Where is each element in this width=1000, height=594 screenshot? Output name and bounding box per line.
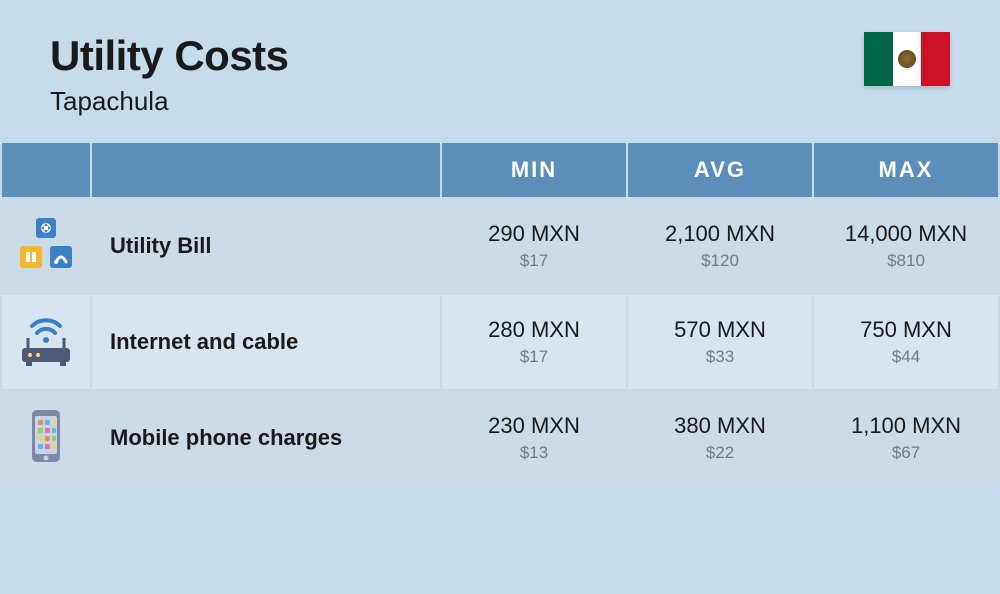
title-block: Utility Costs Tapachula (50, 32, 289, 117)
local-value: 14,000 MXN (824, 221, 988, 247)
cell-min: 290 MXN $17 (441, 198, 627, 294)
local-value: 290 MXN (452, 221, 616, 247)
local-value: 280 MXN (452, 317, 616, 343)
table-row: Utility Bill 290 MXN $17 2,100 MXN $120 … (1, 198, 999, 294)
header: Utility Costs Tapachula (0, 0, 1000, 141)
usd-value: $120 (638, 251, 802, 271)
mexico-flag-icon (864, 32, 950, 86)
row-label: Internet and cable (91, 294, 441, 390)
table-row: Internet and cable 280 MXN $17 570 MXN $… (1, 294, 999, 390)
row-label: Utility Bill (91, 198, 441, 294)
cell-avg: 570 MXN $33 (627, 294, 813, 390)
usd-value: $67 (824, 443, 988, 463)
usd-value: $810 (824, 251, 988, 271)
usd-value: $33 (638, 347, 802, 367)
header-max: MAX (813, 142, 999, 198)
usd-value: $17 (452, 347, 616, 367)
cell-max: 750 MXN $44 (813, 294, 999, 390)
table-row: Mobile phone charges 230 MXN $13 380 MXN… (1, 390, 999, 486)
cell-max: 14,000 MXN $810 (813, 198, 999, 294)
phone-icon (1, 390, 91, 486)
header-label-col (91, 142, 441, 198)
usd-value: $22 (638, 443, 802, 463)
router-icon (1, 294, 91, 390)
row-label: Mobile phone charges (91, 390, 441, 486)
costs-table: MIN AVG MAX Utility Bill 290 MXN $17 2,1… (0, 141, 1000, 487)
page-subtitle: Tapachula (50, 86, 289, 117)
page-title: Utility Costs (50, 32, 289, 80)
header-icon-col (1, 142, 91, 198)
cell-min: 230 MXN $13 (441, 390, 627, 486)
usd-value: $17 (452, 251, 616, 271)
cell-max: 1,100 MXN $67 (813, 390, 999, 486)
local-value: 1,100 MXN (824, 413, 988, 439)
local-value: 750 MXN (824, 317, 988, 343)
cell-avg: 380 MXN $22 (627, 390, 813, 486)
header-min: MIN (441, 142, 627, 198)
usd-value: $44 (824, 347, 988, 367)
cell-min: 280 MXN $17 (441, 294, 627, 390)
table-header-row: MIN AVG MAX (1, 142, 999, 198)
local-value: 380 MXN (638, 413, 802, 439)
local-value: 2,100 MXN (638, 221, 802, 247)
local-value: 570 MXN (638, 317, 802, 343)
utility-icon (1, 198, 91, 294)
header-avg: AVG (627, 142, 813, 198)
usd-value: $13 (452, 443, 616, 463)
local-value: 230 MXN (452, 413, 616, 439)
cell-avg: 2,100 MXN $120 (627, 198, 813, 294)
